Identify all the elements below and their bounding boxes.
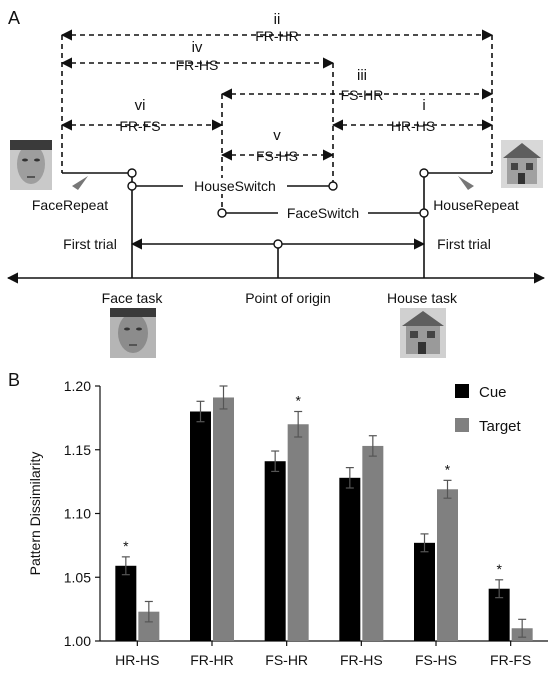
significance-star: * xyxy=(445,461,451,477)
legend-label-cue: Cue xyxy=(479,384,507,401)
bar-target-hr-hs xyxy=(138,611,160,641)
x-tick-label: FS-HS xyxy=(415,652,457,668)
legend-label-target: Target xyxy=(479,418,522,435)
pair-fr-hr: FR-HR xyxy=(255,28,299,44)
x-tick-label: HR-HS xyxy=(115,652,159,668)
label-house-task: House task xyxy=(387,290,458,306)
face-switch-label-bg xyxy=(278,205,368,221)
roman-vi: vi xyxy=(135,97,146,114)
legend-swatch-cue xyxy=(455,384,469,398)
x-tick-label: FR-FS xyxy=(490,652,531,668)
label-first-trial-right: First trial xyxy=(437,236,491,252)
face-repeat-pointer xyxy=(72,176,88,190)
y-tick-label: 1.05 xyxy=(64,569,91,585)
junction-circles xyxy=(127,168,429,249)
face-image-bottom xyxy=(110,308,156,358)
bar-cue-fr-hs xyxy=(339,477,361,641)
x-tick-label: FR-HS xyxy=(340,652,383,668)
house-repeat-pointer xyxy=(458,176,474,190)
y-tick-label: 1.15 xyxy=(64,442,91,458)
label-face-switch: FaceSwitch xyxy=(287,205,359,221)
roman-v: v xyxy=(273,127,281,144)
bar-target-fr-hr xyxy=(213,397,234,641)
label-face-repeat: FaceRepeat xyxy=(32,197,108,213)
significance-star: * xyxy=(496,561,502,577)
y-axis-title: Pattern Dissimilarity xyxy=(27,452,43,576)
bar-cue-fr-fs xyxy=(488,588,510,641)
y-tick-label: 1.20 xyxy=(64,378,91,394)
house-image-top xyxy=(501,140,543,188)
label-house-repeat: HouseRepeat xyxy=(433,197,519,213)
y-tick-label: 1.00 xyxy=(64,633,91,649)
roman-i: i xyxy=(422,97,425,114)
face-image-top xyxy=(10,140,52,190)
significance-star: * xyxy=(123,538,129,554)
roman-ii: ii xyxy=(274,11,281,28)
bar-chart: 1.00 1.05 1.10 1.15 1.20 Pattern Dissimilarit… xyxy=(27,378,548,668)
pair-fr-fs: FR-FS xyxy=(119,118,160,134)
roman-iv: iv xyxy=(192,39,203,56)
label-face-task: Face task xyxy=(102,290,164,306)
label-first-trial-left: First trial xyxy=(63,236,117,252)
roman-iii: iii xyxy=(357,67,367,84)
pair-fs-hs: FS-HS xyxy=(256,148,298,164)
pair-hr-hs: HR-HS xyxy=(391,118,435,134)
panel-a-letter: A xyxy=(8,8,20,28)
pair-fr-hs: FR-HS xyxy=(176,57,219,73)
label-house-switch: HouseSwitch xyxy=(194,178,276,194)
house-switch-label-bg xyxy=(183,178,287,194)
y-tick-label: 1.10 xyxy=(64,506,91,522)
bar-target-fs-hs xyxy=(437,489,458,641)
house-image-bottom xyxy=(400,308,446,358)
panel-b-letter: B xyxy=(8,370,20,390)
bar-target-fr-hs xyxy=(362,445,384,641)
bar-target-fs-hr xyxy=(287,424,309,641)
bar-cue-fs-hr xyxy=(264,461,286,641)
significance-star: * xyxy=(295,393,301,409)
pair-fs-hr: FS-HR xyxy=(341,87,384,103)
label-point-of-origin: Point of origin xyxy=(245,290,331,306)
bar-cue-fs-hs xyxy=(414,542,435,641)
x-tick-label: FS-HR xyxy=(265,652,308,668)
x-tick-label: FR-HR xyxy=(190,652,234,668)
legend-swatch-target xyxy=(455,418,469,432)
bar-cue-hr-hs xyxy=(115,565,137,641)
bar-cue-fr-hr xyxy=(190,411,211,641)
